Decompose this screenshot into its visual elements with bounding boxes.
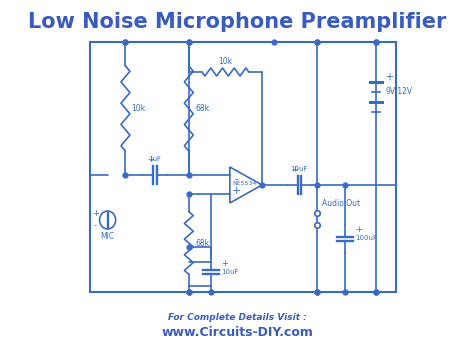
- Text: Audio Out: Audio Out: [322, 198, 360, 208]
- Text: +: +: [292, 165, 299, 174]
- Text: 9V-12V: 9V-12V: [385, 88, 412, 97]
- Text: www.Circuits-DIY.com: www.Circuits-DIY.com: [161, 327, 313, 340]
- Text: NE5534: NE5534: [232, 181, 256, 186]
- Text: 1uF: 1uF: [148, 156, 162, 162]
- Text: +: +: [385, 72, 393, 82]
- Text: 10uF: 10uF: [221, 269, 238, 275]
- Text: 10k: 10k: [132, 104, 146, 113]
- Text: +: +: [232, 186, 241, 196]
- Text: -: -: [234, 174, 238, 184]
- Text: MIC: MIC: [100, 232, 115, 241]
- Bar: [90, 42, 396, 292]
- Text: -: -: [94, 222, 97, 231]
- Text: +: +: [91, 210, 99, 218]
- Text: 10uF: 10uF: [291, 166, 308, 172]
- Text: 100uF: 100uF: [355, 236, 377, 241]
- Text: +: +: [147, 155, 154, 164]
- Text: For Complete Details Visit :: For Complete Details Visit :: [168, 314, 306, 322]
- Text: 68k: 68k: [195, 104, 209, 113]
- Text: Low Noise Microphone Preamplifier: Low Noise Microphone Preamplifier: [28, 12, 446, 32]
- Text: 68k: 68k: [195, 238, 209, 247]
- Text: +: +: [355, 225, 362, 234]
- Text: 10k: 10k: [219, 57, 232, 66]
- Text: +: +: [221, 259, 228, 268]
